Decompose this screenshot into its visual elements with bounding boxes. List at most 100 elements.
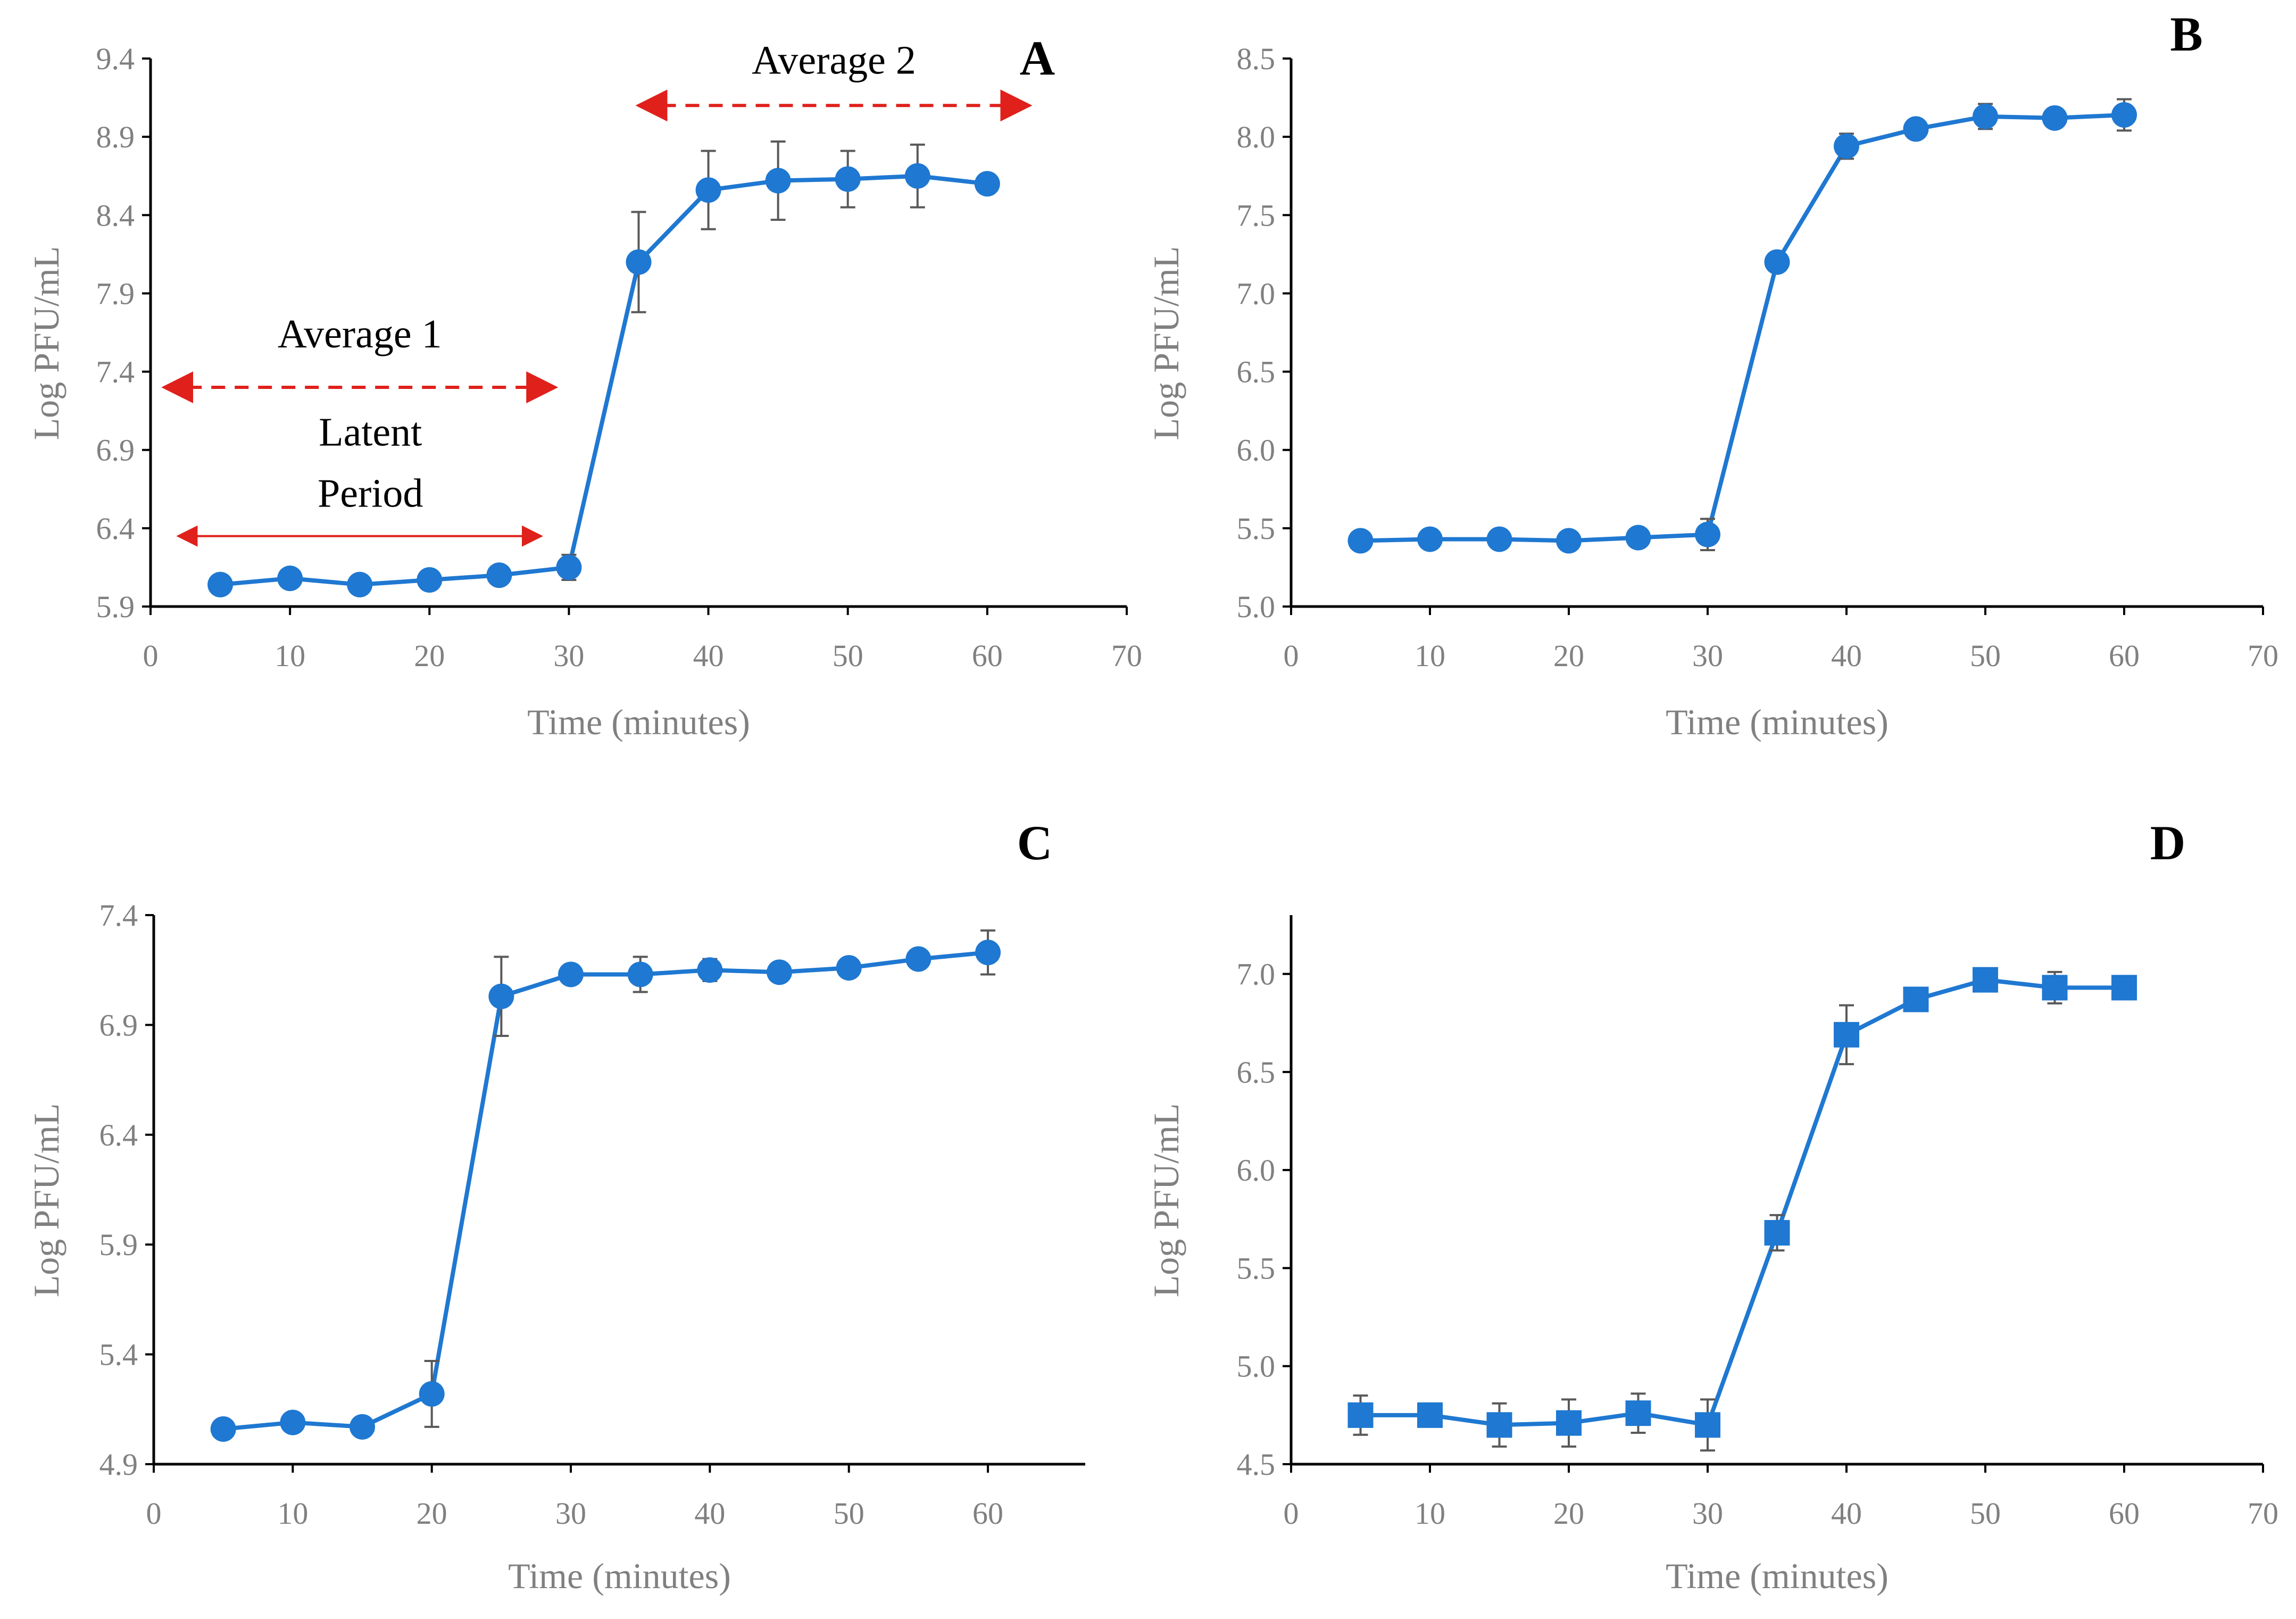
data-point	[1834, 1022, 1859, 1048]
data-point	[1556, 528, 1582, 554]
y-tick-label: 7.5	[1237, 198, 1276, 233]
data-point	[1556, 1410, 1582, 1436]
data-point	[1903, 116, 1929, 142]
y-tick-label: 5.0	[1237, 590, 1276, 624]
x-tick-label: 60	[2109, 1496, 2140, 1531]
data-point	[1695, 521, 1720, 547]
data-point	[1486, 1412, 1512, 1438]
x-tick-label: 0	[1284, 1496, 1299, 1531]
x-tick-label: 30	[1692, 1496, 1723, 1531]
y-tick-label: 6.5	[1237, 1055, 1276, 1090]
average-1-label: Average 1	[278, 312, 442, 356]
data-point	[975, 940, 1001, 966]
data-point	[767, 959, 793, 985]
data-point	[836, 955, 862, 981]
data-point	[695, 177, 721, 203]
data-point	[1347, 528, 1374, 554]
data-point	[2042, 975, 2068, 1001]
data-point	[488, 983, 514, 1009]
series-line	[1360, 112, 2125, 543]
data-point	[417, 567, 443, 593]
x-tick-label: 60	[972, 638, 1003, 673]
y-axis-label: Log PFU/mL	[26, 246, 66, 441]
y-tick-label: 9.4	[96, 41, 135, 76]
y-axis-label: Log PFU/mL	[1146, 1103, 1186, 1298]
average-2-label: Average 2	[752, 38, 916, 82]
series-line	[223, 950, 988, 1431]
x-tick-label: 50	[833, 638, 863, 673]
y-tick-label: 4.9	[99, 1447, 138, 1482]
y-tick-label: 7.0	[1237, 957, 1276, 992]
y-tick-label: 6.0	[1237, 433, 1276, 468]
data-point	[697, 957, 723, 983]
panel-letter: A	[1020, 31, 1055, 85]
data-point	[1417, 526, 1443, 552]
x-tick-label: 70	[2248, 638, 2278, 673]
data-point	[210, 1416, 236, 1442]
x-tick-label: 60	[972, 1496, 1003, 1531]
x-tick-label: 50	[1970, 638, 2001, 673]
y-tick-label: 5.5	[1237, 511, 1276, 546]
y-axis-label: Log PFU/mL	[1146, 246, 1186, 441]
x-tick-label: 40	[1831, 638, 1862, 673]
x-tick-label: 0	[143, 638, 159, 673]
data-point	[419, 1381, 445, 1407]
data-point	[1347, 1402, 1374, 1428]
x-tick-label: 40	[1831, 1496, 1862, 1531]
y-tick-label: 6.9	[99, 1008, 138, 1042]
y-tick-label: 8.5	[1237, 41, 1276, 76]
y-tick-label: 4.5	[1237, 1447, 1276, 1482]
x-tick-label: 10	[1415, 1496, 1445, 1531]
x-tick-label: 40	[693, 638, 724, 673]
x-tick-label: 70	[2248, 1496, 2278, 1531]
x-tick-label: 30	[553, 638, 584, 673]
x-tick-label: 10	[1415, 638, 1445, 673]
x-tick-label: 50	[834, 1496, 864, 1531]
y-tick-label: 6.4	[96, 511, 135, 546]
y-tick-label: 5.9	[99, 1227, 138, 1262]
x-tick-label: 30	[555, 1496, 586, 1531]
panel-a: 5.9 6.4 6.9 7.4 7.9 8.4 8.9 9.4 0 10 20 30 40 50 60 70 T…	[26, 31, 1142, 742]
data-point	[350, 1414, 376, 1440]
y-tick-label: 6.9	[96, 433, 135, 468]
data-point	[1695, 1412, 1720, 1438]
data-point	[277, 566, 303, 592]
panel-d: 4.5 5.0 5.5 6.0 6.5 7.0 0 10 20 30 40 50 60 70 Time (m…	[1146, 816, 2278, 1596]
data-point	[558, 961, 584, 987]
series-line	[220, 173, 988, 587]
y-tick-label: 7.4	[99, 898, 138, 933]
y-tick-label: 5.4	[99, 1338, 138, 1372]
x-tick-label: 60	[2109, 638, 2140, 673]
x-tick-label: 20	[414, 638, 445, 673]
data-point	[2111, 975, 2137, 1001]
data-point	[1903, 986, 1929, 1012]
data-point	[1764, 1220, 1790, 1246]
series-line	[1360, 977, 2124, 1427]
data-point	[1764, 249, 1790, 275]
data-point	[1625, 1400, 1651, 1426]
x-tick-label: 0	[1284, 638, 1299, 673]
y-tick-label: 8.9	[96, 120, 135, 154]
data-point	[626, 249, 652, 275]
data-point	[1973, 103, 1998, 129]
latent-label-line2: Period	[318, 471, 423, 516]
data-point	[280, 1409, 306, 1435]
data-point	[2042, 105, 2068, 131]
x-tick-label: 20	[1553, 1496, 1584, 1531]
data-point	[974, 171, 1000, 197]
y-tick-label: 5.0	[1237, 1349, 1276, 1384]
x-tick-label: 20	[1553, 638, 1584, 673]
x-axis-label: Time (minutes)	[1666, 702, 1889, 742]
latent-label-line1: Latent	[319, 410, 422, 455]
x-axis-label: Time (minutes)	[527, 702, 750, 742]
y-tick-label: 6.0	[1237, 1153, 1276, 1188]
y-tick-label: 7.4	[96, 355, 135, 389]
y-tick-label: 5.9	[96, 590, 135, 624]
data-point	[1486, 526, 1512, 552]
x-axis-label: Time (minutes)	[1666, 1556, 1889, 1596]
y-tick-label: 7.0	[1237, 276, 1276, 311]
data-point	[347, 571, 373, 597]
x-tick-label: 30	[1692, 638, 1723, 673]
data-point	[627, 961, 653, 987]
